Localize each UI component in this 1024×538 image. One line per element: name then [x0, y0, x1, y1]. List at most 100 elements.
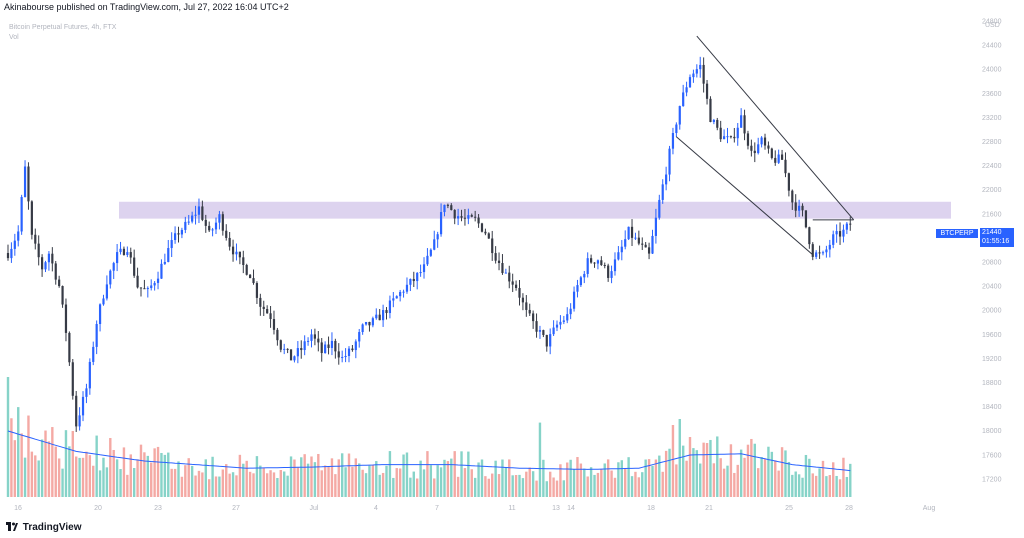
volume-bar	[395, 468, 398, 497]
candle-body	[54, 263, 57, 280]
candle-body	[129, 252, 132, 258]
candle-body	[75, 395, 78, 427]
candle-body	[709, 98, 712, 122]
candle-body	[770, 148, 773, 158]
candle-body	[334, 340, 337, 352]
candle-body	[388, 300, 392, 314]
candle-body	[109, 270, 112, 285]
candle-body	[487, 233, 490, 239]
candle-body	[729, 136, 733, 138]
volume-bar	[211, 456, 214, 497]
candle-body	[259, 297, 262, 307]
volume-bar	[722, 468, 726, 497]
candle-body	[317, 338, 320, 343]
volume-bar	[804, 454, 808, 497]
candle-body	[23, 166, 27, 198]
volume-bar	[446, 461, 450, 497]
volume-bar	[310, 456, 313, 497]
volume-bar	[596, 472, 600, 497]
volume-bar	[514, 475, 518, 497]
candle-body	[27, 166, 30, 202]
candle-body	[675, 124, 678, 134]
volume-bar	[57, 458, 61, 497]
volume-bar	[603, 463, 606, 497]
volume-bar	[146, 455, 150, 497]
candle-body	[818, 252, 821, 254]
candle-body	[798, 205, 801, 211]
volume-bar	[508, 459, 511, 497]
volume-bar	[739, 449, 743, 497]
volume-bar	[361, 469, 364, 497]
x-tick-label: Jul	[310, 505, 319, 512]
candle-body	[139, 287, 143, 289]
volume-bar	[204, 459, 207, 497]
candle-body	[13, 240, 16, 249]
candle-body	[102, 298, 105, 305]
candle-body	[692, 73, 695, 78]
y-tick-label: 17600	[982, 452, 1002, 459]
candle-body	[133, 257, 136, 276]
candle-body	[167, 248, 170, 262]
candle-body	[327, 344, 330, 348]
candle-body	[20, 197, 23, 232]
candle-body	[150, 285, 153, 289]
volume-bar	[828, 475, 832, 497]
candle-body	[156, 278, 160, 283]
candle-body	[47, 253, 51, 263]
candle-body	[170, 240, 173, 249]
volume-bar	[122, 447, 126, 497]
candle-body	[804, 210, 808, 228]
volume-bar	[20, 433, 23, 497]
volume-bar	[109, 438, 112, 497]
volume-ma-line	[7, 430, 851, 472]
x-tick-label: 25	[785, 505, 793, 512]
volume-bar	[330, 458, 334, 497]
candle-body	[457, 216, 460, 219]
volume-bar	[283, 471, 286, 497]
candle-body	[821, 252, 825, 254]
volume-bar	[293, 459, 296, 497]
volume-bar	[692, 448, 695, 497]
resistance-zone	[119, 201, 951, 219]
volume-bar	[709, 439, 712, 497]
candle-body	[225, 230, 228, 238]
volume-bar	[624, 468, 627, 497]
volume-bar	[794, 471, 797, 497]
candle-body	[641, 243, 644, 245]
x-tick-label: 27	[232, 505, 240, 512]
volume-bar	[463, 468, 467, 497]
candle-body	[504, 272, 507, 274]
candle-body	[808, 227, 811, 245]
price-tag-countdown: 01:55:16	[982, 238, 1010, 245]
volume-bar	[167, 452, 170, 497]
volume-bar	[248, 471, 252, 497]
candle-body	[661, 184, 664, 200]
volume-bar	[112, 449, 115, 497]
volume-bar	[228, 473, 231, 497]
candle-body	[143, 288, 146, 290]
volume-bar	[600, 468, 603, 497]
volume-bar	[225, 464, 228, 497]
volume-bar	[276, 477, 279, 497]
candle-body	[838, 231, 842, 237]
volume-bar	[286, 475, 289, 497]
price-tag-price: 21440	[982, 229, 1002, 236]
y-tick-label: 21600	[982, 211, 1002, 218]
volume-bar	[473, 477, 477, 497]
tradingview-brand[interactable]: TradingView	[6, 521, 82, 533]
candle-body	[603, 265, 606, 267]
volume-bar	[842, 457, 845, 497]
volume-bar	[388, 451, 392, 497]
volume-bar	[398, 468, 402, 497]
candle-body	[71, 362, 74, 396]
candle-body	[566, 314, 569, 321]
candle-body	[845, 223, 848, 230]
volume-bar	[593, 474, 596, 497]
candle-body	[685, 87, 688, 93]
candle-body	[98, 304, 102, 325]
volume-bar	[671, 425, 675, 497]
volume-bar	[242, 463, 245, 497]
volume-bar	[695, 450, 699, 497]
volume-bar	[44, 430, 47, 497]
